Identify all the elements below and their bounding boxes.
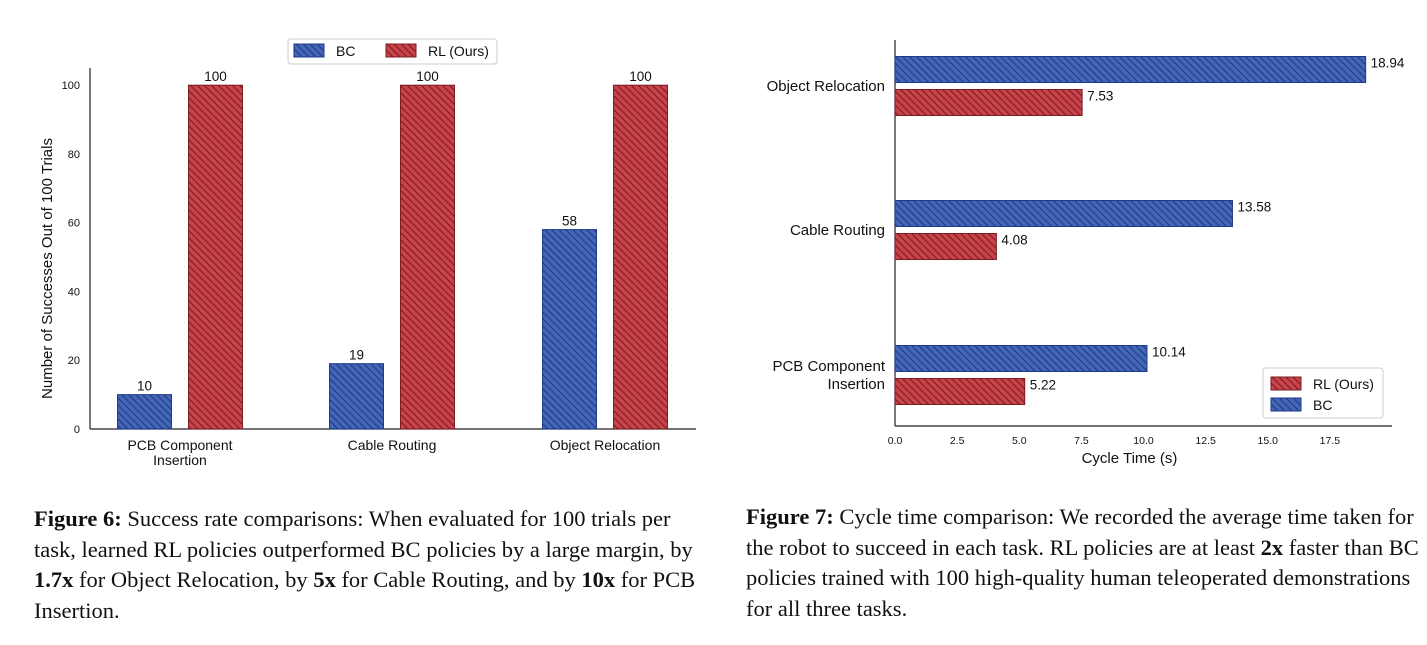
figure-6-caption-segment: 10x (581, 567, 616, 592)
y-category-label-line: Cable Routing (790, 222, 885, 239)
legend-label-bc: BC (1313, 397, 1332, 413)
legend-swatch-bc (1270, 397, 1302, 412)
bar-value-label: 10 (137, 379, 152, 394)
bar-rl (188, 84, 243, 430)
bar-rl (894, 378, 1026, 405)
bar-value-label: 10.14 (1152, 345, 1186, 360)
bar-rl (400, 84, 455, 430)
y-category-label-line: Insertion (827, 376, 885, 393)
y-category-label: Cable Routing (790, 222, 885, 239)
figure-6-caption-segment: 5x (313, 567, 336, 592)
x-category-label: PCB Component Insertion (127, 437, 232, 468)
bar-bc (894, 345, 1148, 372)
bar-bc (894, 200, 1233, 227)
figure-6-caption-segment: 1.7x (34, 567, 74, 592)
cycle-time-bar-chart: 0.0 2.5 5.0 7.5 10.0 12.5 15.0 17.5 Cycle Time (… (767, 40, 1405, 467)
figure-6-caption: Figure 6: Success rate comparisons: When… (34, 504, 714, 626)
bar-bc (117, 394, 172, 430)
legend-label-rl: RL (Ours) (428, 43, 489, 59)
figure-6-caption-segment: Success rate comparisons: When evaluated… (34, 506, 693, 562)
figure-7: 0.0 2.5 5.0 7.5 10.0 12.5 15.0 17.5 Cycle Time (… (720, 0, 1427, 490)
bar-value-label: 100 (204, 69, 227, 84)
legend-label-bc: BC (336, 43, 355, 59)
x-tick-label: 2.5 (950, 435, 965, 447)
x-category-label-line: PCB Component (127, 437, 232, 453)
y-category-label: PCB Component Insertion (772, 358, 885, 393)
bar-value-label: 100 (416, 69, 439, 84)
figure-7-caption: Figure 7: Cycle time comparison: We reco… (746, 502, 1421, 624)
bar-value-label: 13.58 (1237, 200, 1271, 215)
bar-value-label: 5.22 (1030, 378, 1056, 393)
x-category-label-line: Insertion (153, 452, 207, 468)
bar-value-label: 100 (629, 69, 652, 84)
x-category-label-line: Object Relocation (550, 437, 661, 453)
x-tick-label: 17.5 (1320, 435, 1341, 447)
x-category-label: Object Relocation (550, 437, 661, 453)
figure-7-caption-segment: Cycle time comparison: We recorded the a… (746, 504, 1414, 560)
bar-rl (894, 233, 997, 260)
figure-7-caption-text: Cycle time comparison: We recorded the a… (746, 504, 1419, 621)
figure-6-caption-segment: for Cable Routing, and by (335, 567, 582, 592)
bar-rl (613, 84, 668, 430)
y-category-label-line: PCB Component (772, 358, 885, 375)
x-tick-label: 5.0 (1012, 435, 1027, 447)
bar-value-label: 18.94 (1371, 56, 1405, 71)
legend-swatch-rl (1270, 376, 1302, 391)
figure-6-caption-label: Figure 6: (34, 506, 122, 531)
y-tick-label: 20 (68, 355, 80, 367)
bar-rl (894, 89, 1083, 116)
legend-swatch-bc (293, 43, 325, 58)
bar-bc (542, 229, 597, 430)
x-tick-label: 15.0 (1258, 435, 1279, 447)
legend: BC RL (Ours) (287, 38, 498, 65)
x-category-label-line: Cable Routing (348, 437, 437, 453)
bar-value-label: 19 (349, 348, 364, 363)
success-rate-bar-chart: 0 20 40 60 80 100 Number of Successes Out of 1… (39, 38, 696, 468)
y-axis-label: Number of Successes Out of 100 Trials (39, 138, 56, 399)
x-tick-label: 10.0 (1133, 435, 1154, 447)
bar-bc (329, 363, 384, 430)
figure-6: 0 20 40 60 80 100 Number of Successes Out of 1… (0, 0, 720, 490)
bar-value-label: 7.53 (1087, 89, 1113, 104)
x-tick-label: 7.5 (1074, 435, 1089, 447)
figure-6-caption-segment: for Object Relocation, by (73, 567, 314, 592)
y-category-label: Object Relocation (767, 78, 885, 95)
x-category-label: Cable Routing (348, 437, 437, 453)
bar-value-label: 4.08 (1001, 233, 1027, 248)
y-category-label-line: Object Relocation (767, 78, 885, 95)
legend: RL (Ours) BC (1262, 367, 1384, 419)
figure-7-caption-segment: 2x (1260, 534, 1284, 560)
x-tick-label: 0.0 (888, 435, 903, 447)
y-tick-label: 40 (68, 286, 80, 298)
bar-value-label: 58 (562, 214, 577, 229)
figure-7-caption-label: Figure 7: (746, 504, 834, 529)
x-axis-label: Cycle Time (s) (1082, 450, 1178, 467)
y-tick-label: 80 (68, 149, 80, 161)
y-tick-label: 60 (68, 218, 80, 230)
figure-7-caption-segment: faster than BC policies trained with 100… (746, 534, 1419, 621)
y-tick-label: 0 (74, 424, 80, 436)
bar-bc (894, 56, 1367, 83)
figure-6-caption-text: Success rate comparisons: When evaluated… (34, 506, 695, 623)
x-tick-label: 12.5 (1195, 435, 1216, 447)
legend-swatch-rl (385, 43, 417, 58)
figure-6-caption-segment: for PCB Insertion. (34, 567, 696, 623)
y-tick-label: 100 (62, 80, 80, 92)
legend-label-rl: RL (Ours) (1313, 376, 1374, 392)
